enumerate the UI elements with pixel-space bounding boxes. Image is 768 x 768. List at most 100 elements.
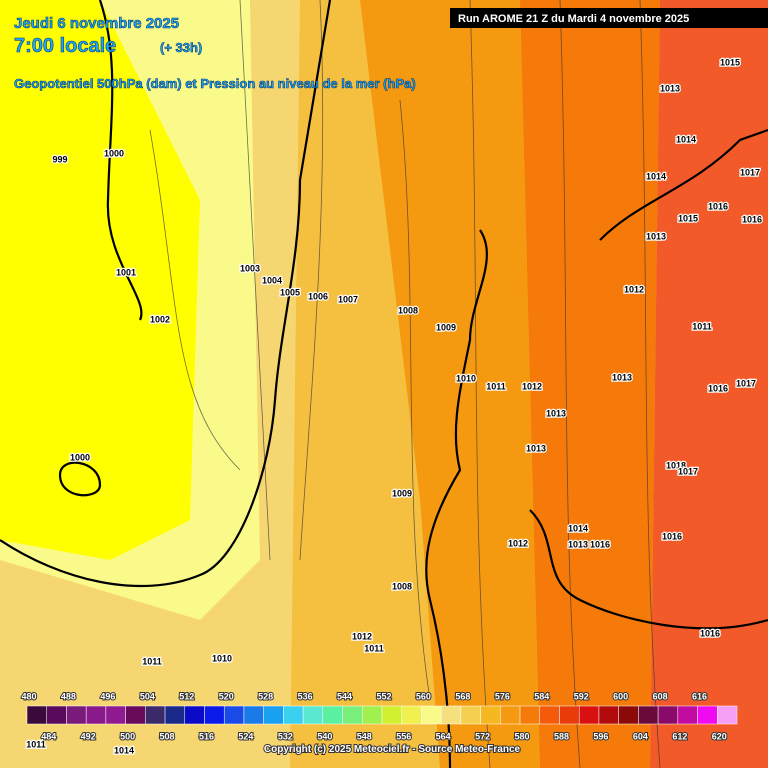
- legend-label: 520: [219, 691, 234, 701]
- legend-label: 484: [41, 731, 56, 741]
- legend-swatch: [26, 705, 47, 725]
- legend-label: 620: [712, 731, 727, 741]
- legend-label: 528: [258, 691, 273, 701]
- isobar-label: 1017: [678, 466, 698, 476]
- legend-swatch: [283, 705, 304, 725]
- legend-label: 568: [455, 691, 470, 701]
- legend-swatch: [105, 705, 126, 725]
- isobar-label: 1012: [624, 284, 644, 294]
- legend-label: 584: [534, 691, 549, 701]
- isobar-label: 1007: [338, 294, 358, 304]
- legend-swatch: [480, 705, 501, 725]
- isobar-label: 1000: [70, 452, 90, 462]
- isobar-label: 1010: [456, 373, 476, 383]
- legend-swatch: [539, 705, 560, 725]
- legend-swatch: [578, 705, 600, 725]
- legend-swatch: [342, 705, 363, 725]
- legend-label: 576: [495, 691, 510, 701]
- legend-swatch: [125, 705, 146, 725]
- legend-swatch: [638, 705, 659, 725]
- legend-swatch: [657, 705, 679, 725]
- isobar-label: 999: [52, 154, 67, 164]
- isobar-label: 1012: [508, 538, 528, 548]
- legend-label: 500: [120, 731, 135, 741]
- valid-date: Jeudi 6 novembre 2025: [14, 15, 179, 32]
- legend-label: 544: [337, 691, 352, 701]
- isobar-label: 1014: [114, 745, 134, 755]
- isobar-label: 1001: [116, 267, 136, 277]
- isobar-label: 1011: [26, 739, 46, 749]
- isobar-label: 1008: [398, 305, 418, 315]
- isobar-label: 1015: [720, 57, 740, 67]
- legend-swatch: [263, 705, 284, 725]
- legend-swatch: [362, 705, 383, 725]
- isobar-label: 1011: [364, 643, 384, 653]
- coastline: [0, 0, 332, 588]
- legend-swatch: [223, 705, 245, 725]
- legend-label: 616: [692, 691, 707, 701]
- isobar-label: 1011: [142, 656, 162, 666]
- legend-swatch: [204, 705, 225, 725]
- isobar-label: 1014: [646, 171, 666, 181]
- legend-swatch: [460, 705, 481, 725]
- legend-label: 600: [613, 691, 628, 701]
- legend-swatch: [66, 705, 87, 725]
- legend-swatch: [302, 705, 324, 725]
- legend-label: 604: [633, 731, 648, 741]
- legend-label: 492: [81, 731, 96, 741]
- isobar-label: 1013: [568, 539, 588, 549]
- border-line: [425, 128, 768, 768]
- legend-label: 540: [317, 731, 332, 741]
- legend-label: 532: [278, 731, 293, 741]
- field-band: [360, 0, 540, 768]
- legend-swatch: [164, 705, 186, 725]
- legend-swatch: [519, 705, 541, 725]
- legend-swatch: [717, 705, 738, 725]
- legend-swatch: [46, 705, 67, 725]
- legend-label: 560: [416, 691, 431, 701]
- legend-label: 536: [298, 691, 313, 701]
- legend-label: 588: [554, 731, 569, 741]
- legend-label: 552: [376, 691, 391, 701]
- isobar-label: 1005: [280, 287, 300, 297]
- legend-swatch: [421, 705, 442, 725]
- legend-label: 592: [574, 691, 589, 701]
- isobar-label: 1016: [708, 201, 728, 211]
- legend-swatch: [145, 705, 166, 725]
- run-box: [450, 8, 768, 28]
- isobar-label: 1017: [736, 378, 756, 388]
- isobar-label: 1011: [692, 321, 712, 331]
- legend-label: 512: [179, 691, 194, 701]
- legend-label: 612: [672, 731, 687, 741]
- isobar-label: 1000: [104, 148, 124, 158]
- legend-swatch: [440, 705, 462, 725]
- isobar-label: 1006: [308, 291, 328, 301]
- legend-swatch: [598, 705, 619, 725]
- run-info: Run AROME 21 Z du Mardi 4 novembre 2025: [458, 13, 689, 25]
- legend-swatch: [559, 705, 580, 725]
- isobar-label: 1013: [646, 231, 666, 241]
- isobar-label: 1011: [486, 381, 506, 391]
- isobar-label: 1014: [676, 134, 696, 144]
- legend-label: 548: [357, 731, 372, 741]
- field-band: [520, 0, 660, 768]
- lead-time: (+ 33h): [160, 40, 202, 55]
- legend-label: 556: [396, 731, 411, 741]
- isobar-label: 1012: [522, 381, 542, 391]
- legend-swatch: [401, 705, 422, 725]
- parameter: Geopotentiel 500hPa (dam) et Pression au…: [14, 76, 416, 91]
- isobar-label: 1015: [678, 213, 698, 223]
- field-band: [650, 0, 768, 768]
- isobar-label: 1016: [700, 628, 720, 638]
- legend-swatch: [697, 705, 718, 725]
- legend-swatch: [500, 705, 521, 725]
- legend-label: 480: [21, 691, 36, 701]
- legend-swatch: [184, 705, 205, 725]
- legend-swatch: [243, 705, 264, 725]
- isobar-label: 1004: [262, 275, 282, 285]
- isobar-label: 1016: [662, 531, 682, 541]
- isobar-label: 1016: [742, 214, 762, 224]
- legend-label: 496: [100, 691, 115, 701]
- legend-label: 504: [140, 691, 155, 701]
